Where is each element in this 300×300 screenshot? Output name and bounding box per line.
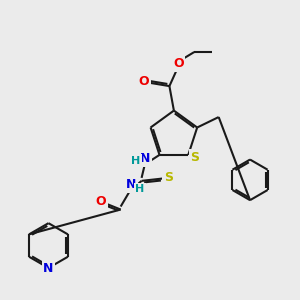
Text: S: S xyxy=(190,151,200,164)
Text: N: N xyxy=(43,262,54,275)
Text: S: S xyxy=(164,171,173,184)
Text: N: N xyxy=(140,152,150,165)
Text: O: O xyxy=(95,195,106,208)
Text: H: H xyxy=(136,184,145,194)
Text: N: N xyxy=(126,178,136,191)
Text: O: O xyxy=(173,57,184,70)
Text: O: O xyxy=(138,75,149,88)
Text: H: H xyxy=(131,156,140,166)
